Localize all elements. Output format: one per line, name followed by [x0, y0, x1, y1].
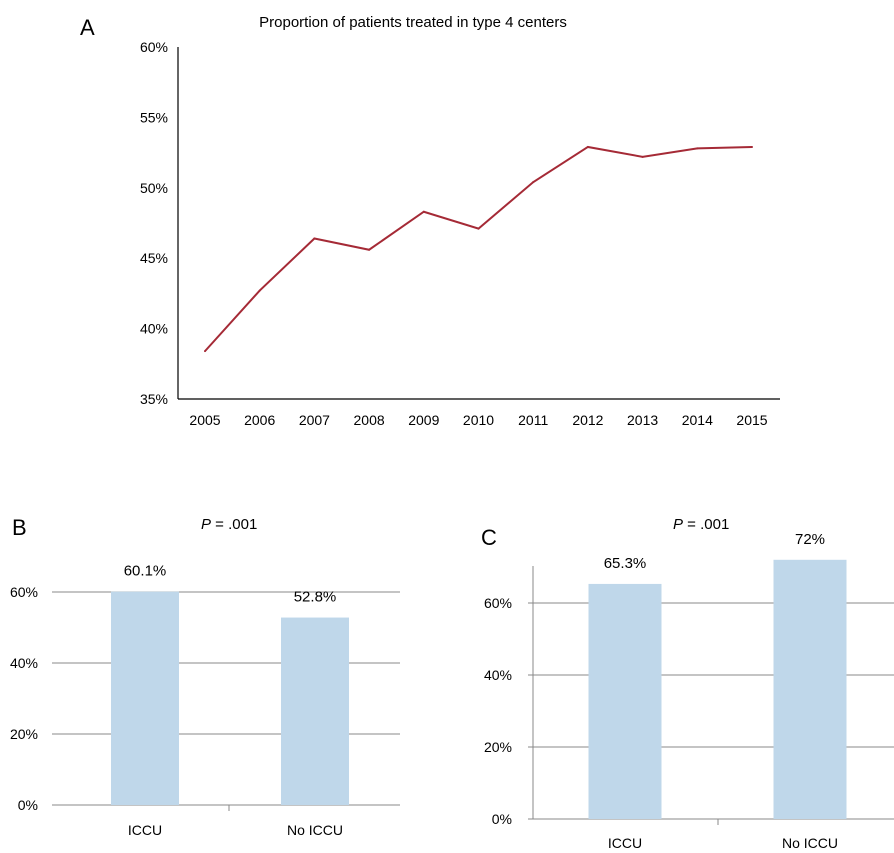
y-tick-label: 55% — [140, 109, 168, 125]
bar — [281, 617, 349, 805]
y-tick-label: 0% — [18, 797, 38, 813]
data-label: 65.3% — [604, 555, 647, 572]
bar — [588, 583, 662, 819]
x-tick-label: 2008 — [354, 412, 385, 428]
y-tick-label: 40% — [10, 655, 38, 671]
data-point — [696, 147, 699, 150]
bar — [773, 559, 847, 819]
y-tick-label: 60% — [484, 595, 512, 611]
data-point — [751, 145, 753, 148]
data-point — [313, 237, 316, 240]
chart-title: Proportion of patients treated in type 4… — [259, 14, 567, 31]
data-label: 72% — [795, 531, 825, 548]
bar — [111, 591, 179, 805]
data-point — [532, 181, 535, 184]
data-point — [368, 248, 371, 251]
y-tick-label: 40% — [140, 321, 168, 337]
p-symbol: P — [201, 516, 211, 533]
data-point — [204, 350, 206, 353]
panel-letter-b: B — [12, 515, 27, 540]
x-tick-label: 2007 — [299, 412, 330, 428]
category-label: ICCU — [128, 822, 162, 838]
y-tick-label: 35% — [140, 391, 168, 407]
y-tick-label: 60% — [10, 584, 38, 600]
data-point — [258, 289, 261, 292]
x-tick-label: 2006 — [244, 412, 275, 428]
x-tick-label: 2005 — [189, 412, 220, 428]
panel-a-line-chart: A Proportion of patients treated in type… — [80, 14, 780, 428]
y-tick-label: 20% — [484, 739, 512, 755]
category-label: No ICCU — [287, 822, 343, 838]
x-tick-label: 2011 — [518, 412, 548, 428]
panel-letter-c: C — [481, 525, 497, 550]
y-tick-label: 45% — [140, 250, 168, 266]
y-tick-label: 0% — [492, 811, 512, 827]
y-tick-label: 50% — [140, 180, 168, 196]
data-point — [586, 145, 589, 148]
y-tick-label: 40% — [484, 667, 512, 683]
p-value: = .001 — [211, 516, 257, 533]
x-tick-label: 2013 — [627, 412, 658, 428]
data-label: 60.1% — [124, 563, 167, 580]
y-tick-label: 20% — [10, 726, 38, 742]
data-point — [422, 210, 425, 213]
x-tick-label: 2014 — [682, 412, 713, 428]
x-tick-label: 2012 — [572, 412, 603, 428]
category-label: ICCU — [608, 835, 642, 851]
y-tick-label: 60% — [140, 39, 168, 55]
category-label: No ICCU — [782, 835, 838, 851]
series-line — [204, 145, 753, 352]
x-tick-label: 2010 — [463, 412, 494, 428]
p-value-annotation: P = .001 — [673, 516, 729, 533]
panel-b-bar-chart: B P = .001 0% 20% 40% 60% 60.1% 52.8% ICCU No… — [10, 515, 400, 838]
x-tick-label: 2015 — [736, 412, 767, 428]
data-point — [641, 155, 644, 158]
data-label: 52.8% — [294, 589, 337, 606]
panel-c-bar-chart: C P = .001 0% 20% 40% 60% 65.3% 72% ICCU No I… — [481, 516, 894, 851]
x-tick-label: 2009 — [408, 412, 439, 428]
data-point — [477, 227, 480, 230]
panel-letter-a: A — [80, 15, 95, 40]
p-value: = .001 — [683, 516, 729, 533]
p-value-annotation: P = .001 — [201, 516, 257, 533]
p-symbol: P — [673, 516, 683, 533]
